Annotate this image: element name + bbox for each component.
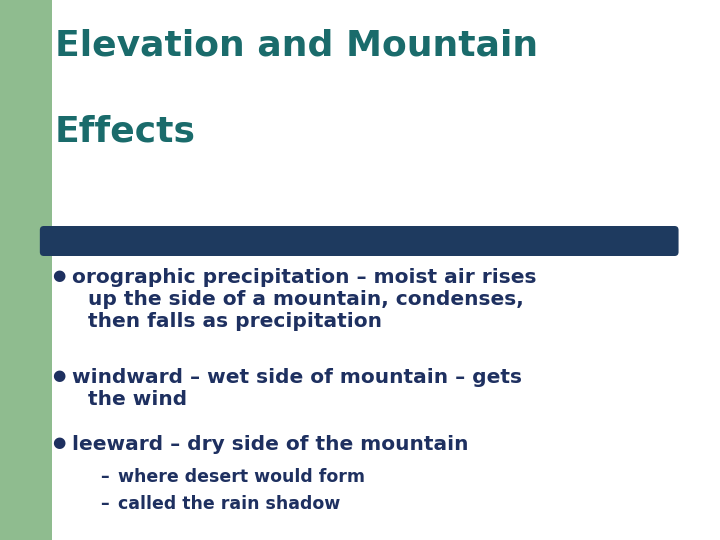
Text: up the side of a mountain, condenses,: up the side of a mountain, condenses, bbox=[88, 290, 523, 309]
Text: the wind: the wind bbox=[88, 390, 187, 409]
Text: where desert would form: where desert would form bbox=[118, 468, 365, 486]
Text: then falls as precipitation: then falls as precipitation bbox=[88, 312, 382, 331]
Text: orographic precipitation – moist air rises: orographic precipitation – moist air ris… bbox=[72, 268, 536, 287]
Text: Elevation and Mountain: Elevation and Mountain bbox=[55, 28, 538, 62]
Text: Effects: Effects bbox=[55, 115, 196, 149]
Text: windward – wet side of mountain – gets: windward – wet side of mountain – gets bbox=[72, 368, 522, 387]
Text: ●: ● bbox=[52, 268, 66, 283]
FancyBboxPatch shape bbox=[40, 226, 678, 256]
Text: –: – bbox=[100, 468, 109, 486]
Text: leeward – dry side of the mountain: leeward – dry side of the mountain bbox=[72, 435, 469, 454]
Text: ●: ● bbox=[52, 435, 66, 450]
Bar bbox=[0, 0, 52, 540]
Text: ●: ● bbox=[52, 368, 66, 383]
Text: –: – bbox=[100, 495, 109, 513]
Text: called the rain shadow: called the rain shadow bbox=[118, 495, 341, 513]
